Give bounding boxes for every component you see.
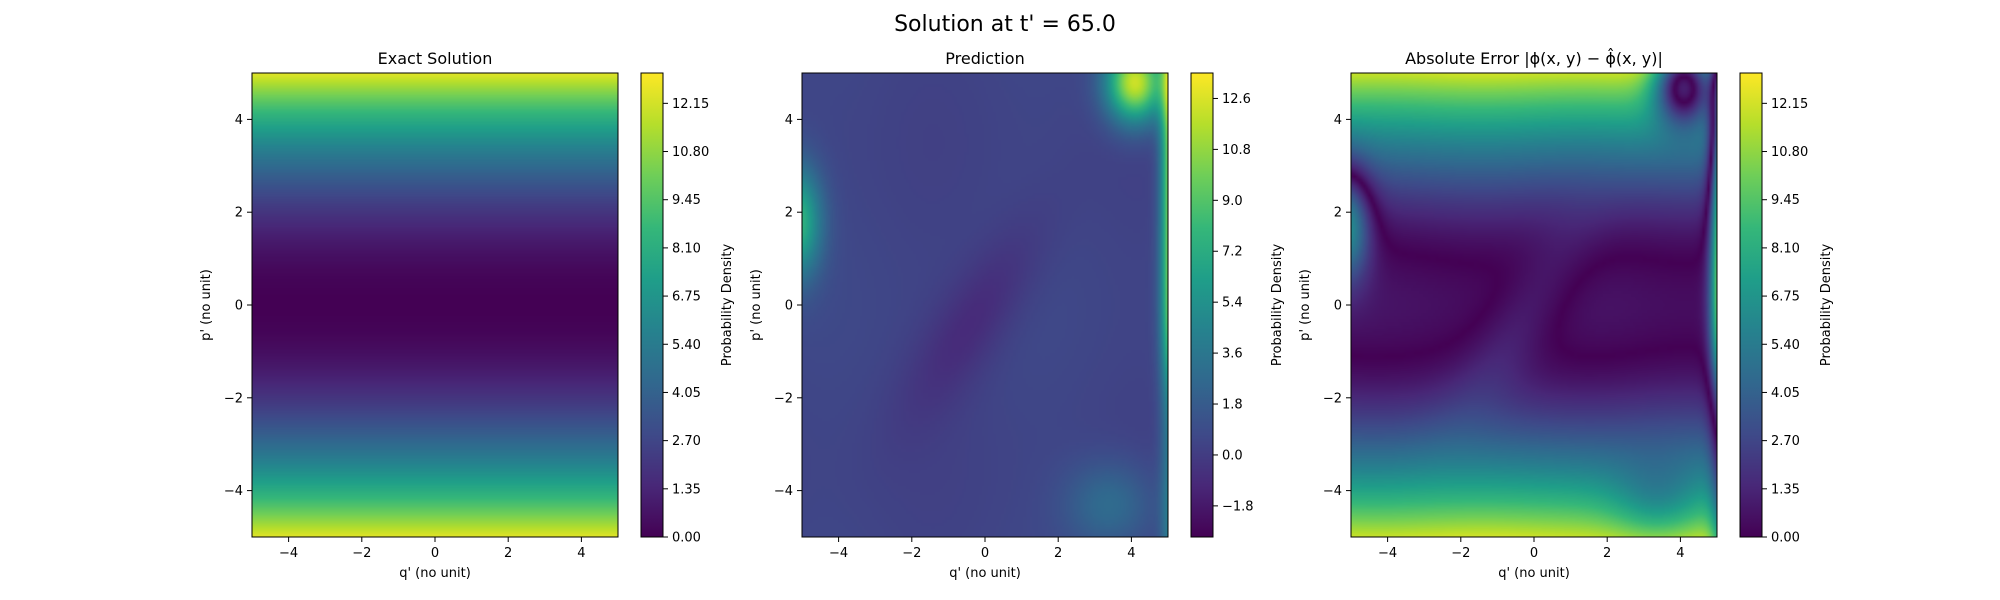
- y-tick-label: 2: [1334, 206, 1342, 221]
- colorbar: 0.00 1.35 2.70 4.05 5.40 6.75 8.10 9.45 10.80 12.…: [1739, 72, 1834, 546]
- colorbar-tick-label: 5.40: [672, 338, 701, 353]
- x-tick-label: 4: [577, 546, 585, 561]
- colorbar-tick-label: 10.8: [1222, 143, 1251, 158]
- x-tick-label: 4: [1127, 546, 1135, 561]
- colorbar-tick-label: 1.35: [1771, 482, 1800, 497]
- x-tick-label: −4: [279, 546, 298, 561]
- colorbar-gradient: [1739, 72, 1763, 538]
- y-tick-label: 4: [785, 113, 793, 128]
- x-tick-label: 0: [981, 546, 989, 561]
- colorbar-tick-label: 12.15: [1771, 97, 1808, 112]
- colorbar-gradient: [640, 72, 664, 538]
- colorbar-tick-label: −1.8: [1222, 499, 1254, 514]
- x-tick-label: 4: [1676, 546, 1684, 561]
- colorbar-label: Probability Density: [720, 244, 735, 367]
- heatmap-image: [1351, 73, 1717, 537]
- colorbar: 0.00 1.35 2.70 4.05 5.40 6.75 8.10 9.45 10.80 12.…: [640, 72, 735, 546]
- heatmap-image: [252, 73, 618, 537]
- colorbar-tick-label: 2.70: [672, 434, 701, 449]
- colorbar-gradient: [1190, 72, 1214, 538]
- colorbar-tick-label: 9.45: [1771, 193, 1800, 208]
- x-tick-label: 2: [1054, 546, 1062, 561]
- colorbar-label: Probability Density: [1270, 244, 1285, 367]
- colorbar-label: Probability Density: [1819, 244, 1834, 367]
- figure-suptitle: Solution at t' = 65.0: [894, 12, 1116, 37]
- x-axis-label: q' (no unit): [949, 566, 1021, 581]
- colorbar-tick-label: 2.70: [1771, 434, 1800, 449]
- colorbar-tick-label: 10.80: [1771, 145, 1808, 160]
- panel-1: Exact Solution −4 −2 0 2 4 −4 −2 0 2 4 q' (no unit)…: [199, 49, 735, 581]
- colorbar-tick-label: 0.00: [672, 531, 701, 546]
- colorbar-tick-label: 9.0: [1222, 194, 1243, 209]
- heatmap-image: [802, 73, 1168, 537]
- x-tick-label: −2: [352, 546, 371, 561]
- colorbar-tick-label: 0.00: [1771, 531, 1800, 546]
- colorbar-tick-label: 9.45: [672, 193, 701, 208]
- colorbar-tick-label: 4.05: [672, 386, 701, 401]
- colorbar-tick-label: 1.8: [1222, 398, 1243, 413]
- y-tick-label: 0: [1334, 299, 1342, 314]
- x-tick-label: −2: [1451, 546, 1470, 561]
- x-axis-label: q' (no unit): [1498, 566, 1570, 581]
- y-tick-label: −4: [774, 484, 793, 499]
- y-tick-label: 4: [235, 113, 243, 128]
- y-tick-label: 2: [785, 206, 793, 221]
- x-tick-label: −4: [829, 546, 848, 561]
- colorbar-tick-label: 4.05: [1771, 386, 1800, 401]
- x-tick-label: 2: [504, 546, 512, 561]
- colorbar-tick-label: 10.80: [672, 145, 709, 160]
- x-axis-label: q' (no unit): [399, 566, 471, 581]
- y-axis-label: p' (no unit): [1298, 269, 1313, 341]
- panel-2: Prediction −4 −2 0 2 4 −4 −2 0 2 4 q' (no unit) p' (…: [749, 49, 1285, 581]
- colorbar-tick-label: 3.6: [1222, 347, 1243, 362]
- colorbar-tick-label: 12.15: [672, 97, 709, 112]
- colorbar-tick-label: 5.40: [1771, 338, 1800, 353]
- x-tick-label: 2: [1603, 546, 1611, 561]
- x-tick-label: −2: [902, 546, 921, 561]
- y-tick-label: −4: [1323, 484, 1342, 499]
- colorbar-tick-label: 1.35: [672, 482, 701, 497]
- y-tick-label: −2: [224, 391, 243, 406]
- colorbar-tick-label: 6.75: [1771, 290, 1800, 305]
- y-tick-label: −4: [224, 484, 243, 499]
- y-tick-label: −2: [774, 391, 793, 406]
- panel-title: Prediction: [945, 49, 1024, 68]
- colorbar-tick-label: 5.4: [1222, 296, 1243, 311]
- y-tick-label: 4: [1334, 113, 1342, 128]
- colorbar: −1.8 0.0 1.8 3.6 5.4 7.2 9.0 10.8 12.6 Probabilit…: [1190, 72, 1285, 538]
- y-axis-label: p' (no unit): [199, 269, 214, 341]
- y-tick-label: 0: [785, 299, 793, 314]
- y-tick-label: 0: [235, 299, 243, 314]
- colorbar-tick-label: 7.2: [1222, 245, 1243, 260]
- colorbar-tick-label: 6.75: [672, 290, 701, 305]
- colorbar-tick-label: 0.0: [1222, 448, 1243, 463]
- y-tick-label: 2: [235, 206, 243, 221]
- panel-title: Absolute Error |ϕ(x, y) − ϕ̂(x, y)|: [1405, 48, 1663, 68]
- colorbar-tick-label: 12.6: [1222, 92, 1251, 107]
- panels: Exact Solution −4 −2 0 2 4 −4 −2 0 2 4 q' (no unit)…: [199, 48, 1834, 581]
- colorbar-tick-label: 8.10: [672, 241, 701, 256]
- x-tick-label: 0: [1530, 546, 1538, 561]
- y-tick-label: −2: [1323, 391, 1342, 406]
- panel-3: Absolute Error |ϕ(x, y) − ϕ̂(x, y)| −4 −2 0…: [1298, 48, 1834, 581]
- colorbar-tick-label: 8.10: [1771, 241, 1800, 256]
- x-tick-label: −4: [1378, 546, 1397, 561]
- x-tick-label: 0: [431, 546, 439, 561]
- panel-title: Exact Solution: [378, 49, 493, 68]
- y-axis-label: p' (no unit): [749, 269, 764, 341]
